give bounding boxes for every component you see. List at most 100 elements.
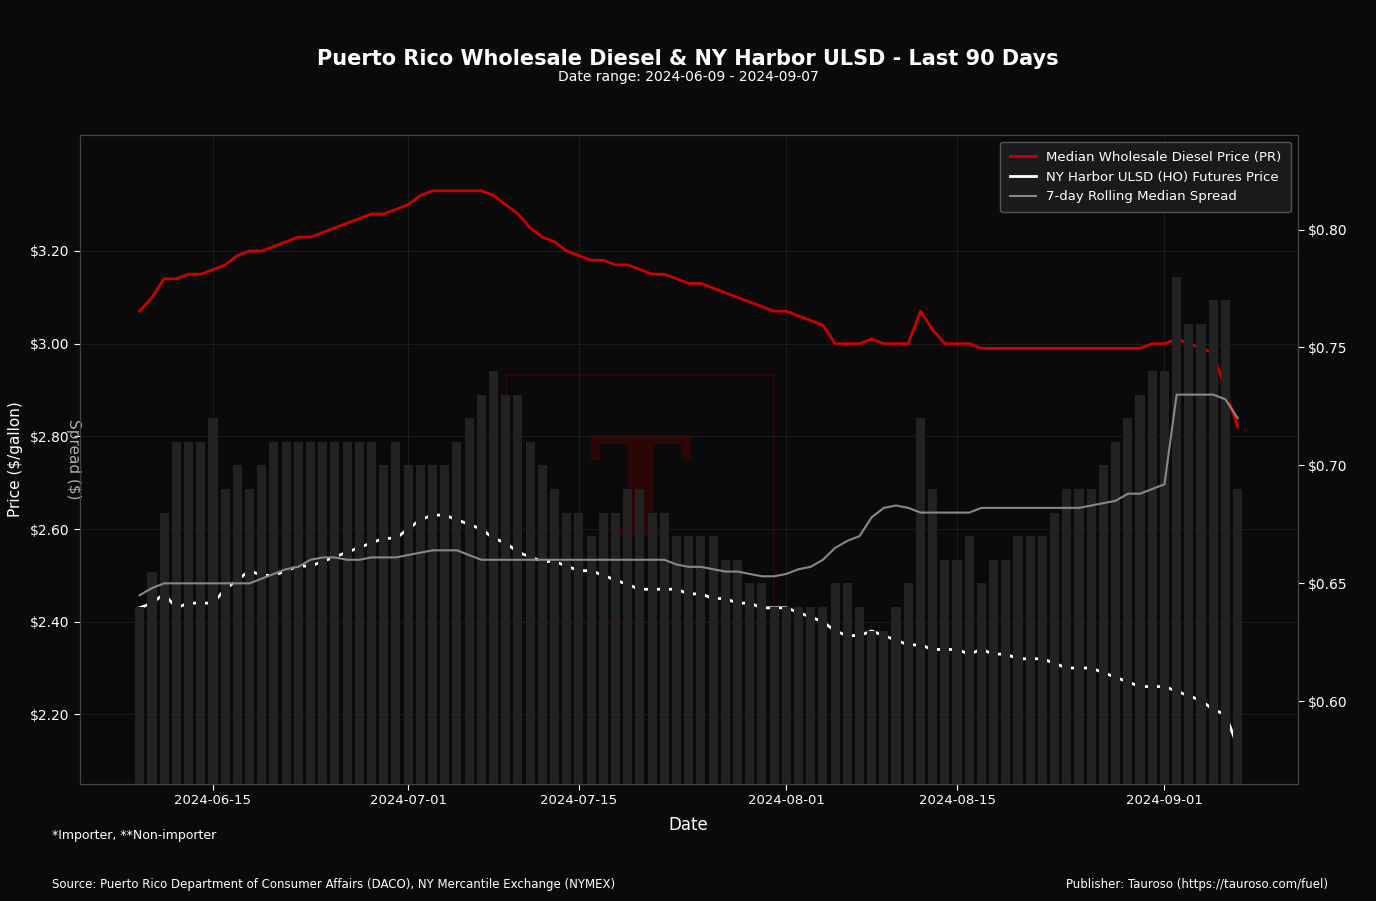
Bar (526, 441, 535, 901)
Bar (453, 441, 461, 901)
Bar (659, 513, 669, 901)
Text: Publisher: Tauroso (https://tauroso.com/fuel): Publisher: Tauroso (https://tauroso.com/… (1066, 878, 1328, 891)
Bar (1160, 371, 1170, 901)
Bar (794, 607, 804, 901)
Bar (343, 441, 352, 901)
Bar (904, 583, 912, 901)
Bar (757, 583, 766, 901)
Bar (733, 560, 742, 901)
Bar (746, 583, 754, 901)
Bar (1025, 536, 1035, 901)
Bar (1197, 323, 1205, 901)
Text: *Importer, **Non-importer: *Importer, **Non-importer (52, 829, 216, 842)
Bar (1185, 323, 1193, 901)
Bar (927, 489, 937, 901)
Bar (391, 441, 400, 901)
Bar (355, 441, 363, 901)
Bar (488, 371, 498, 901)
Bar (574, 513, 583, 901)
X-axis label: Date: Date (669, 815, 709, 833)
Bar (696, 536, 706, 901)
Bar (563, 513, 571, 901)
Bar (1087, 489, 1095, 901)
Bar (245, 489, 255, 901)
Bar (550, 489, 559, 901)
Bar (879, 631, 889, 901)
Bar (282, 441, 290, 901)
Bar (305, 441, 315, 901)
Bar (367, 441, 376, 901)
Bar (1172, 277, 1181, 901)
Text: Source: Puerto Rico Department of Consumer Affairs (DACO), NY Mercantile Exchang: Source: Puerto Rico Department of Consum… (52, 878, 615, 891)
Bar (330, 441, 340, 901)
Bar (782, 607, 791, 901)
Bar (709, 536, 718, 901)
Bar (769, 607, 779, 901)
Bar (293, 441, 303, 901)
Bar (831, 583, 839, 901)
Text: Puerto Rico Wholesale Diesel & NY Harbor ULSD - Last 90 Days: Puerto Rico Wholesale Diesel & NY Harbor… (318, 49, 1058, 68)
Bar (599, 513, 608, 901)
Bar (1135, 395, 1145, 901)
Bar (623, 489, 632, 901)
Bar (965, 536, 974, 901)
Bar (1038, 536, 1047, 901)
Bar (197, 441, 205, 901)
Bar (257, 466, 267, 901)
Y-axis label: Price ($/gallon): Price ($/gallon) (8, 402, 23, 517)
Bar (1233, 489, 1243, 901)
Bar (476, 395, 486, 901)
Bar (1062, 489, 1072, 901)
Bar (916, 418, 925, 901)
Text: Date range: 2024-06-09 - 2024-09-07: Date range: 2024-06-09 - 2024-09-07 (557, 69, 819, 84)
Bar (1208, 300, 1218, 901)
Bar (636, 489, 644, 901)
Bar (501, 395, 510, 901)
Bar (854, 607, 864, 901)
Bar (1221, 300, 1230, 901)
Bar (184, 441, 193, 901)
Bar (1099, 466, 1108, 901)
Bar (318, 441, 327, 901)
Text: T: T (589, 432, 692, 566)
Bar (1148, 371, 1157, 901)
Bar (172, 441, 180, 901)
Bar (440, 466, 450, 901)
Bar (416, 466, 425, 901)
Bar (989, 560, 998, 901)
Y-axis label: Spread ($): Spread ($) (66, 419, 81, 500)
Bar (220, 489, 230, 901)
Bar (270, 441, 278, 901)
Bar (671, 536, 681, 901)
Bar (513, 395, 523, 901)
Bar (380, 466, 388, 901)
Bar (1075, 489, 1084, 901)
Bar (819, 607, 827, 901)
Legend: Median Wholesale Diesel Price (PR), NY Harbor ULSD (HO) Futures Price, 7-day Rol: Median Wholesale Diesel Price (PR), NY H… (1000, 141, 1291, 213)
Bar (160, 513, 169, 901)
Bar (611, 513, 621, 901)
Bar (684, 536, 694, 901)
Bar (428, 466, 438, 901)
Bar (842, 583, 852, 901)
Bar (721, 560, 729, 901)
Bar (892, 607, 901, 901)
Bar (952, 560, 962, 901)
Bar (1110, 441, 1120, 901)
Bar (1014, 536, 1022, 901)
Bar (538, 466, 546, 901)
Bar (1002, 560, 1010, 901)
Bar (586, 536, 596, 901)
Bar (1050, 513, 1060, 901)
Bar (465, 418, 473, 901)
Bar (1123, 418, 1132, 901)
Bar (403, 466, 413, 901)
Bar (806, 607, 815, 901)
Bar (233, 466, 242, 901)
Bar (867, 631, 877, 901)
Bar (940, 560, 949, 901)
Bar (648, 513, 656, 901)
Bar (208, 418, 217, 901)
Bar (147, 571, 157, 901)
Bar (135, 607, 144, 901)
